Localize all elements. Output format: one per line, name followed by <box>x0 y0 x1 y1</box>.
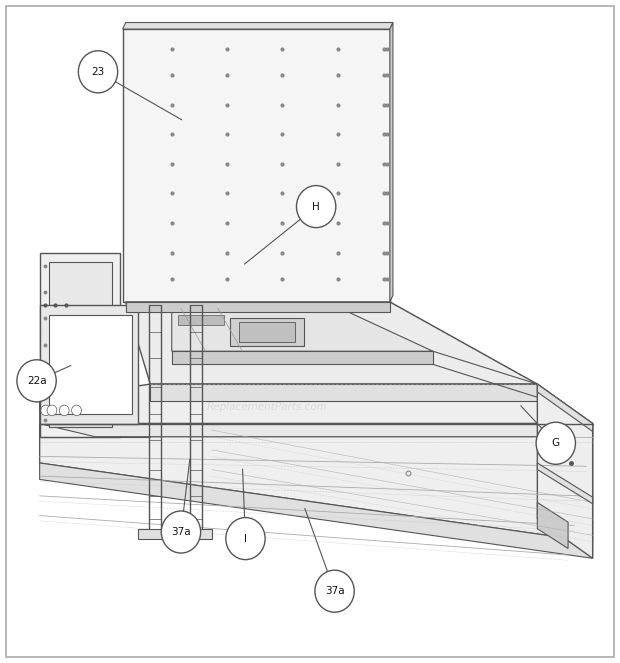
Circle shape <box>71 405 81 416</box>
Text: H: H <box>312 202 320 211</box>
Polygon shape <box>40 410 138 424</box>
Polygon shape <box>49 263 112 427</box>
Polygon shape <box>40 305 138 424</box>
Polygon shape <box>40 253 120 437</box>
Circle shape <box>315 570 354 612</box>
Polygon shape <box>538 384 593 432</box>
Polygon shape <box>390 23 393 302</box>
Circle shape <box>17 360 56 402</box>
Circle shape <box>60 405 69 416</box>
Circle shape <box>47 405 57 416</box>
Text: G: G <box>552 438 560 448</box>
Polygon shape <box>538 463 593 504</box>
Circle shape <box>296 186 336 227</box>
Polygon shape <box>239 322 294 342</box>
Polygon shape <box>126 302 538 384</box>
Polygon shape <box>138 528 211 538</box>
Polygon shape <box>40 410 593 437</box>
Polygon shape <box>40 463 593 558</box>
Circle shape <box>78 51 118 93</box>
Polygon shape <box>126 302 390 312</box>
Circle shape <box>41 405 51 416</box>
Circle shape <box>161 511 201 553</box>
Polygon shape <box>230 318 304 346</box>
Polygon shape <box>123 23 393 29</box>
Text: 22a: 22a <box>27 376 46 386</box>
Polygon shape <box>178 315 224 325</box>
Polygon shape <box>40 424 593 542</box>
Polygon shape <box>538 503 568 548</box>
Text: 23: 23 <box>91 67 105 77</box>
Text: ReplacementParts.com: ReplacementParts.com <box>206 402 327 412</box>
Text: 37a: 37a <box>325 586 344 596</box>
Polygon shape <box>172 351 433 365</box>
Polygon shape <box>123 29 390 302</box>
Text: 37a: 37a <box>171 527 191 537</box>
Circle shape <box>536 422 575 464</box>
Polygon shape <box>40 384 593 424</box>
Polygon shape <box>150 384 538 400</box>
Polygon shape <box>538 384 593 558</box>
Polygon shape <box>49 315 132 414</box>
Text: I: I <box>244 534 247 544</box>
Circle shape <box>226 518 265 560</box>
Polygon shape <box>172 308 433 351</box>
